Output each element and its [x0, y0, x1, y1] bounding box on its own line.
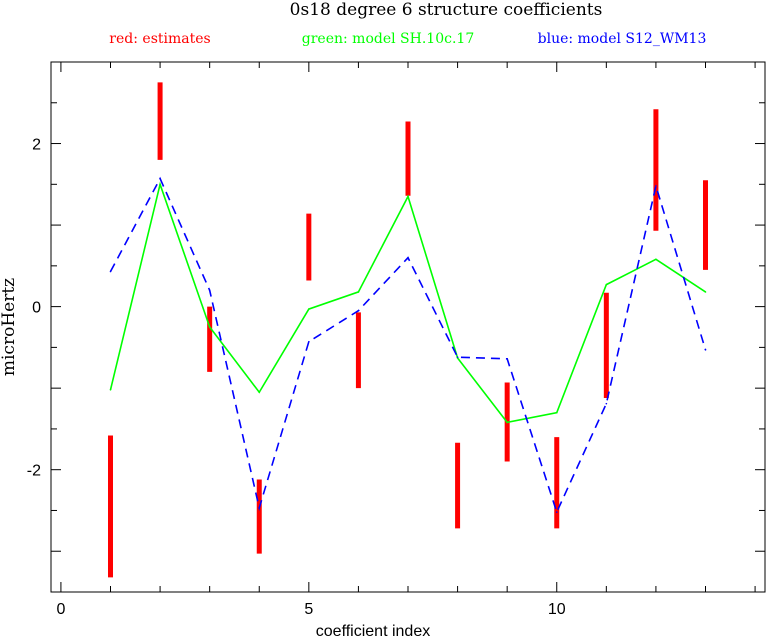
x-tick-label: 0 [56, 601, 65, 618]
point-s12wm13 [258, 507, 261, 509]
legend-model-sh10c17: green: model SH.10c.17 [302, 31, 474, 47]
point-sh10c17 [605, 283, 608, 286]
point-sh10c17 [357, 291, 360, 293]
y-tick-label: 0 [32, 300, 41, 317]
point-s12wm13 [555, 511, 558, 513]
point-s12wm13 [456, 356, 459, 358]
point-sh10c17 [208, 326, 211, 328]
legend-model-s12wm13: blue: model S12_WM13 [538, 31, 707, 47]
point-s12wm13 [506, 358, 508, 360]
axis-tick-labels: 0 5 10 -2 0 2 [27, 137, 566, 618]
point-s12wm13 [407, 256, 409, 259]
series-layer [108, 82, 708, 578]
point-sh10c17 [258, 391, 261, 394]
x-axis-label: coefficient index [316, 623, 430, 640]
point-sh10c17 [506, 421, 508, 424]
point-sh10c17 [308, 308, 310, 310]
chart-title: 0s18 degree 6 structure coefficients [290, 0, 603, 20]
point-s12wm13 [208, 289, 211, 292]
point-sh10c17 [655, 258, 657, 261]
point-s12wm13 [704, 349, 707, 351]
point-sh10c17 [109, 388, 112, 391]
x-tick-label: 5 [304, 601, 313, 618]
point-sh10c17 [159, 183, 161, 186]
axis-ticks [51, 61, 765, 593]
series-line-sh10c17 [109, 181, 706, 424]
point-s12wm13 [357, 309, 360, 312]
point-s12wm13 [308, 340, 310, 343]
legend-estimates: red: estimates [109, 31, 210, 47]
point-s12wm13 [605, 402, 608, 405]
y-axis-label: microHertz [0, 278, 19, 376]
y-tick-label: 2 [32, 137, 41, 154]
point-s12wm13 [159, 177, 161, 180]
point-sh10c17 [704, 291, 707, 293]
series-line-s12wm13 [109, 176, 707, 515]
point-sh10c17 [407, 195, 409, 198]
x-tick-label: 10 [548, 601, 566, 618]
point-sh10c17 [555, 411, 558, 414]
y-tick-label: -2 [27, 463, 41, 480]
point-s12wm13 [655, 185, 657, 187]
point-s12wm13 [109, 270, 112, 273]
